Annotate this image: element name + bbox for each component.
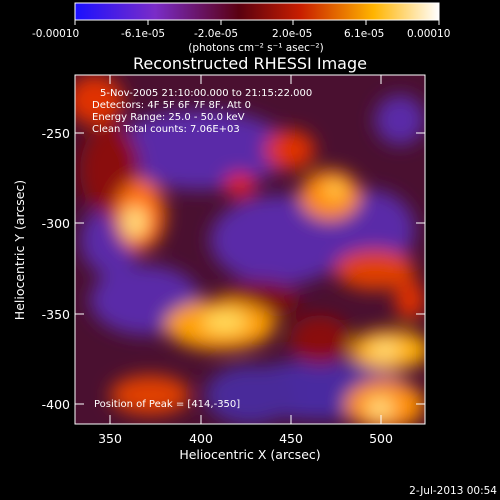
x-tick-label: 400 [189, 431, 213, 446]
info-line: Energy Range: 25.0 - 50.0 keV [92, 112, 245, 123]
colorbar [74, 2, 440, 21]
info-line: Detectors: 4F 5F 6F 7F 8F, Att 0 [92, 100, 251, 111]
x-axis-label: Heliocentric X (arcsec) [179, 447, 320, 462]
footer-timestamp: 2-Jul-2013 00:54 [409, 485, 497, 497]
colorbar-tick-label: -2.0e-05 [194, 28, 238, 40]
colorbar-tick-label: 0.00010 [407, 28, 450, 40]
colorbar-tick-label: -6.1e-05 [121, 28, 165, 40]
image-panel [75, 75, 425, 424]
colorbar-tick-label: 6.1e-05 [344, 28, 384, 40]
peak-position-label: Position of Peak = [414,-350] [94, 399, 240, 410]
y-tick-label: -300 [42, 216, 70, 231]
x-axis-ticks [109, 75, 382, 424]
y-tick-label: -250 [42, 126, 70, 141]
plot-frame [74, 74, 426, 425]
colorbar-units: (photons cm⁻² s⁻¹ asec⁻²) [188, 42, 323, 54]
y-axis-label: Heliocentric Y (arcsec) [12, 180, 27, 320]
emission-blobs [75, 75, 425, 424]
y-axis-ticks [75, 132, 425, 405]
y-tick-label: -350 [42, 307, 70, 322]
colorbar-tick-label: 2.0e-05 [272, 28, 312, 40]
colorbar-tick-label: -0.00010 [32, 28, 79, 40]
info-line: 5-Nov-2005 21:10:00.000 to 21:15:22.000 [100, 88, 312, 99]
x-tick-label: 500 [369, 431, 393, 446]
y-tick-label: -400 [42, 397, 70, 412]
info-line: Clean Total counts: 7.06E+03 [92, 124, 240, 135]
info-block: 5-Nov-2005 21:10:00.000 to 21:15:22.000 … [92, 88, 312, 135]
colorbar-ticks [74, 20, 440, 25]
x-tick-label: 350 [98, 431, 122, 446]
plot-title: Reconstructed RHESSI Image [133, 54, 367, 73]
x-tick-label: 450 [279, 431, 303, 446]
